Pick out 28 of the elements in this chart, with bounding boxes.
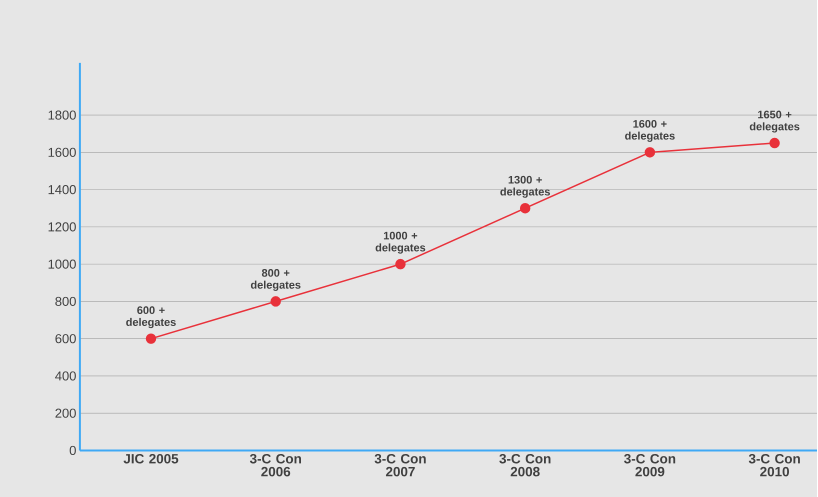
x-tick-label: 3-C Con 2009 bbox=[624, 454, 676, 476]
point bbox=[644, 146, 656, 158]
point bbox=[769, 138, 780, 148]
data-label: 1000 + delegates bbox=[376, 232, 426, 254]
y-tick-label: 400 bbox=[55, 371, 76, 380]
y-tick-label: 200 bbox=[55, 408, 76, 418]
point bbox=[270, 296, 281, 306]
data-label: 1600 + delegates bbox=[625, 120, 675, 142]
point bbox=[520, 202, 530, 214]
y-tick-label: 1600 bbox=[48, 148, 76, 157]
y-tick-label: 1000 bbox=[48, 259, 76, 269]
x-tick-label: JIC 2005 bbox=[124, 454, 178, 464]
data-label: 800 + delegates bbox=[250, 268, 301, 291]
data-label: 600 + delegates bbox=[126, 306, 176, 328]
x-tick-label: 3-C Con 2006 bbox=[250, 454, 301, 476]
x-tick-label: 3-C Con 2010 bbox=[748, 454, 800, 476]
point bbox=[395, 258, 406, 270]
x-tick-label: 3-C Con 2008 bbox=[499, 454, 550, 476]
data-label: 1650 + delegates bbox=[750, 110, 800, 132]
y-tick-label: 1800 bbox=[48, 110, 76, 120]
y-tick-label: 600 bbox=[55, 334, 76, 344]
point bbox=[146, 333, 156, 344]
data-label: 1300 + delegates bbox=[500, 176, 550, 198]
y-tick-label: 1200 bbox=[48, 222, 76, 232]
x-tick-label: 3-C Con 2007 bbox=[374, 454, 426, 476]
y-tick-label: 1400 bbox=[48, 184, 76, 194]
y-tick-label: 800 bbox=[55, 296, 76, 306]
y-tick-label: 0 bbox=[70, 446, 76, 455]
